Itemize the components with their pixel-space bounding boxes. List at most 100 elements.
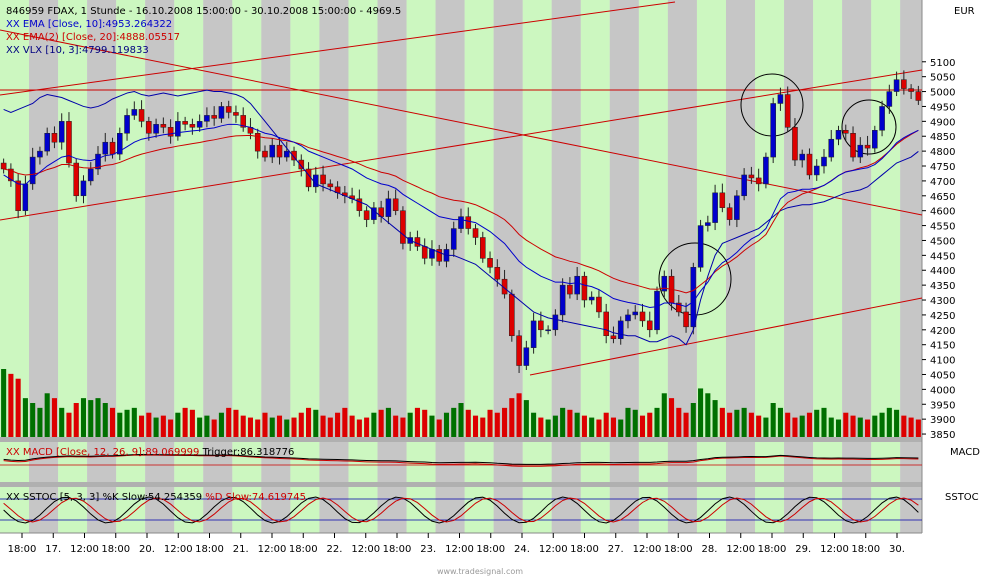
candle-body[interactable] [44,133,50,152]
candle-body[interactable] [487,258,493,268]
candle-body[interactable] [479,237,486,259]
candle-body[interactable] [116,133,123,155]
candle-body[interactable] [806,153,813,176]
candle-body[interactable] [8,168,14,182]
candle-body[interactable] [436,249,443,262]
candle-body[interactable] [893,79,900,92]
candle-body[interactable] [80,180,87,197]
candle-body[interactable] [559,284,566,316]
candle-body[interactable] [516,335,522,366]
candle-body[interactable] [632,311,639,316]
trendline-rising-support[interactable] [0,69,923,221]
candle-body[interactable] [240,115,246,128]
candle-body[interactable] [784,94,791,128]
candle-body[interactable] [291,150,297,161]
candle-body[interactable] [697,225,704,268]
candle-body[interactable] [269,144,276,158]
candle-body[interactable] [872,130,878,149]
trendline-drawings[interactable] [0,1,923,376]
vlx-line[interactable] [3,89,919,346]
candle-body[interactable] [175,121,181,137]
legend-vlx[interactable]: XX VLX [10, 3]:4799.119833 [6,45,149,56]
candle-body[interactable] [661,275,668,292]
circle-marker-3[interactable] [841,99,897,155]
ema20-line[interactable] [3,129,919,294]
candle-body[interactable] [509,293,515,337]
candle-body[interactable] [160,124,167,128]
candle-body[interactable] [167,127,174,137]
candle-body[interactable] [610,335,617,339]
ema10-line[interactable] [3,123,919,308]
candle-body[interactable] [95,153,101,170]
candle-body[interactable] [763,156,769,185]
candle-body[interactable] [51,133,58,143]
candle-body[interactable] [850,133,856,158]
sstoc-k-line[interactable] [3,496,919,524]
candle-body[interactable] [581,275,588,301]
candle-body[interactable] [639,311,646,322]
candle-body[interactable] [915,91,922,101]
candle-body[interactable] [392,198,399,211]
candle-body[interactable] [204,115,210,122]
candle-body[interactable] [654,290,660,331]
candle-body[interactable] [879,106,885,131]
candle-body[interactable] [835,130,842,140]
candle-body[interactable] [748,174,755,179]
candle-body[interactable] [276,144,283,158]
candle-body[interactable] [320,174,326,185]
candle-body[interactable] [523,347,530,366]
candle-body[interactable] [189,124,196,128]
sstoc-d-line[interactable] [3,497,919,523]
candle-body[interactable] [792,127,798,161]
trendline-upper-channel[interactable] [0,1,676,96]
candle-body[interactable] [400,210,406,244]
candle-body[interactable] [218,106,225,119]
candle-body[interactable] [225,106,232,113]
legend-sstoc[interactable]: XX SSTOC [5, 3, 3] %K Slow:54.254359 %D … [6,492,306,503]
candle-body[interactable] [712,192,718,223]
candle-body[interactable] [596,296,602,313]
legend-macd[interactable]: XX MACD [Close, 12, 26, 9]:89.069999 Tri… [6,447,294,458]
candle-body[interactable] [625,314,631,322]
candle-body[interactable] [109,141,116,155]
candle-body[interactable] [298,159,305,170]
candle-body[interactable] [58,121,65,143]
candle-body[interactable] [458,216,464,229]
candle-body[interactable] [102,141,109,155]
candle-body[interactable] [327,183,334,188]
candle-body[interactable] [262,150,268,158]
candle-body[interactable] [530,320,537,348]
candle-body[interactable] [15,180,21,211]
candle-body[interactable] [0,162,7,170]
trendline-lower-support[interactable] [529,297,923,376]
candle-body[interactable] [813,165,820,176]
candle-body[interactable] [886,91,893,107]
trendline-falling-resistance[interactable] [0,29,923,216]
candle-body[interactable] [22,183,29,211]
candle-body[interactable] [363,210,370,220]
candle-body[interactable] [552,314,559,331]
candle-body[interactable] [828,138,835,158]
candle-body[interactable] [385,198,392,217]
candle-body[interactable] [356,198,363,211]
candle-body[interactable] [842,130,849,134]
sstoc-panel[interactable] [0,496,922,524]
candle-body[interactable] [734,195,740,220]
candle-body[interactable] [182,121,188,125]
candle-body[interactable] [603,311,609,337]
legend-ema20[interactable]: XX EMA(2) [Close, 20]:4888.05517 [6,32,180,43]
candle-body[interactable] [646,320,653,331]
candle-body[interactable] [146,121,152,134]
candle-body[interactable] [153,124,159,134]
candle-body[interactable] [857,144,864,158]
macd-trigger-line[interactable] [3,453,919,465]
macd-panel[interactable] [0,442,922,482]
candle-body[interactable] [617,320,624,339]
candlesticks[interactable] [0,70,922,373]
candle-body[interactable] [545,329,551,332]
candle-body[interactable] [472,228,479,238]
candle-body[interactable] [705,222,711,226]
candle-body[interactable] [494,267,501,280]
candle-body[interactable] [66,121,72,164]
candle-body[interactable] [676,302,682,313]
